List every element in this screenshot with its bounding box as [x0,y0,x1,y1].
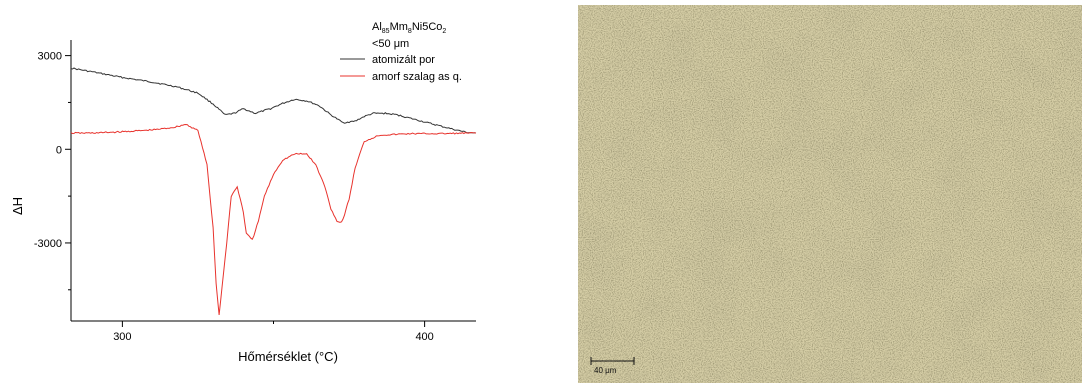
series-layer [70,67,477,315]
y-axis-label: ΔH [10,197,25,215]
series-atomized-powder [70,67,477,134]
x-axis-ticks: 300 400 [113,321,434,343]
x-tick-label: 300 [113,331,131,343]
dsc-chart: 3000 0 -3000 300 400 ΔH Hőmérséklet (°C) Al… [10,21,477,364]
y-tick-label: 3000 [38,51,62,63]
y-axis-ticks: 3000 0 -3000 [34,51,71,291]
y-tick-label: -3000 [34,238,62,250]
legend-label-amorphous: amorf szalag as q. [372,71,462,83]
legend-title: Al85Mm8Ni5Co2 [372,21,446,35]
scale-bar: 40 μm [590,357,635,375]
y-tick-label: 0 [56,144,62,156]
legend-label-atomized: atomizált por [372,54,435,66]
x-axis-label: Hőmérséklet (°C) [238,349,338,364]
series-amorphous-ribbon [70,123,477,315]
scale-bar-label: 40 μm [594,366,617,375]
x-tick-label: 400 [415,331,433,343]
legend: Al85Mm8Ni5Co2 <50 μm atomizált por amorf… [340,21,462,83]
micrograph-texture: 40 μm [578,5,1082,383]
legend-subtitle: <50 μm [372,38,409,50]
micrograph-image: 40 μm [578,5,1082,383]
